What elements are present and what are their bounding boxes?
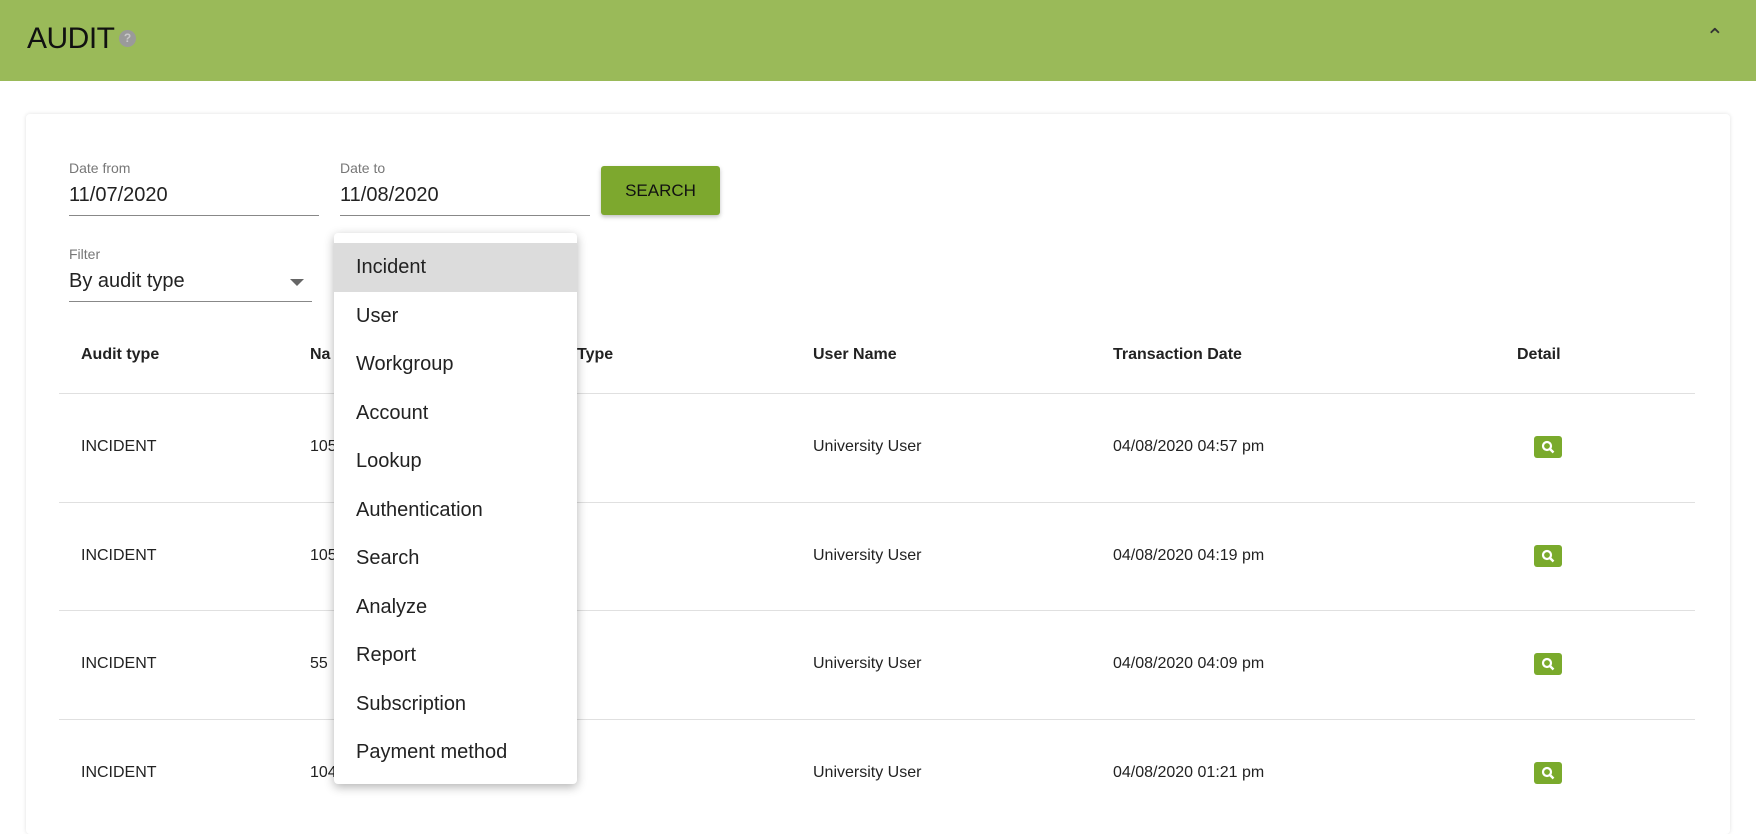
- question-circle-icon[interactable]: ?: [119, 30, 136, 47]
- search-button[interactable]: SEARCH: [601, 166, 720, 215]
- divider: [59, 610, 1695, 612]
- audit-type-dropdown-menu: Incident User Workgroup Account Lookup Authen…: [334, 233, 577, 784]
- menu-item-incident[interactable]: Incident: [334, 243, 577, 292]
- col-audit-type: Audit type: [81, 346, 160, 363]
- menu-item-authentication[interactable]: Authentication: [356, 498, 483, 521]
- menu-item-search[interactable]: Search: [356, 547, 420, 569]
- magnifier-icon: [1541, 440, 1555, 454]
- cell-name: 105: [310, 546, 337, 564]
- dropdown-arrow-icon[interactable]: [290, 279, 304, 286]
- menu-item-report[interactable]: Report: [356, 644, 417, 666]
- magnifier-icon: [1541, 549, 1555, 562]
- divider: [59, 718, 1695, 720]
- cell-name: 105: [310, 438, 337, 455]
- cell-user-name: University User: [813, 438, 922, 455]
- col-name: Na: [310, 346, 331, 363]
- divider: [59, 501, 1695, 503]
- menu-item-user[interactable]: User: [356, 304, 399, 327]
- detail-search-button[interactable]: [1534, 653, 1562, 676]
- divider: [59, 393, 1695, 394]
- page-header: AUDIT ? ⌃: [0, 0, 1756, 81]
- date-to-input[interactable]: 11/08/2020: [340, 184, 590, 216]
- cell-audit-type: INCIDENT: [81, 546, 157, 564]
- magnifier-icon: [1541, 766, 1555, 780]
- cell-user-name: University User: [813, 655, 922, 673]
- date-from-field[interactable]: Date from 11/07/2020: [69, 160, 319, 216]
- menu-item-payment-method[interactable]: Payment method: [356, 741, 508, 763]
- chevron-up-icon[interactable]: ⌃: [1705, 24, 1724, 49]
- detail-search-button[interactable]: [1534, 544, 1562, 567]
- page-title: AUDIT: [27, 22, 115, 55]
- magnifier-icon: [1541, 658, 1555, 671]
- date-from-label: Date from: [69, 160, 131, 176]
- date-from-input[interactable]: 11/07/2020: [69, 184, 319, 216]
- menu-item-lookup[interactable]: Lookup: [356, 450, 422, 472]
- date-to-field[interactable]: Date to 11/08/2020: [340, 160, 590, 216]
- audit-card: [26, 114, 1730, 834]
- date-to-label: Date to: [340, 160, 386, 176]
- cell-user-name: University User: [813, 546, 922, 564]
- filter-label: Filter: [69, 246, 101, 262]
- cell-audit-type: INCIDENT: [81, 655, 157, 673]
- cell-user-name: University User: [813, 763, 922, 781]
- cell-transaction-date: 04/08/2020 01:21 pm: [1113, 763, 1265, 781]
- col-transaction-date: Transaction Date: [1113, 346, 1242, 363]
- cell-transaction-date: 04/08/2020 04:09 pm: [1113, 655, 1265, 673]
- menu-item-account[interactable]: Account: [356, 401, 429, 424]
- cell-audit-type: INCIDENT: [81, 763, 157, 781]
- menu-item-subscription[interactable]: Subscription: [356, 692, 467, 715]
- cell-transaction-date: 04/08/2020 04:57 pm: [1113, 438, 1265, 455]
- detail-search-button[interactable]: [1534, 761, 1562, 784]
- detail-search-button[interactable]: [1534, 436, 1562, 458]
- col-detail: Detail: [1517, 346, 1561, 363]
- cell-audit-type: INCIDENT: [81, 438, 157, 455]
- cell-name: 104: [310, 763, 337, 781]
- menu-item-workgroup[interactable]: Workgroup: [356, 353, 454, 375]
- filter-value[interactable]: By audit type: [69, 270, 312, 302]
- filter-select[interactable]: Filter By audit type: [69, 246, 312, 302]
- menu-item-analyze[interactable]: Analyze: [356, 595, 428, 618]
- cell-name: 55: [310, 655, 328, 673]
- col-type: Type: [577, 346, 614, 363]
- cell-transaction-date: 04/08/2020 04:19 pm: [1113, 546, 1265, 564]
- col-user-name: User Name: [813, 346, 897, 363]
